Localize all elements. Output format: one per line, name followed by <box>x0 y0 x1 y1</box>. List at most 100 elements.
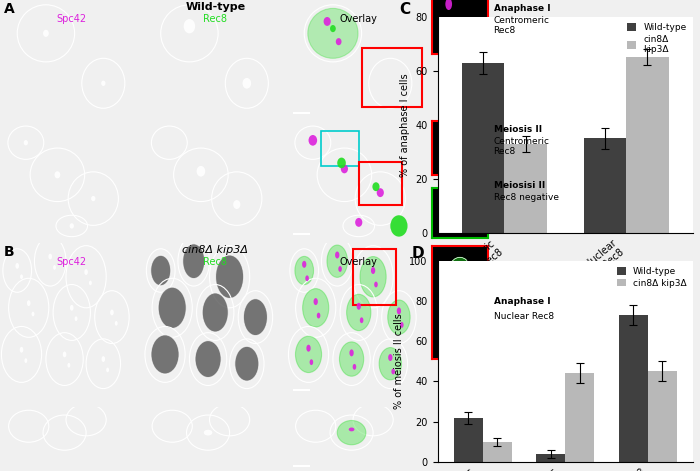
Ellipse shape <box>330 25 336 32</box>
Text: Spc42: Spc42 <box>57 257 87 267</box>
Ellipse shape <box>377 188 384 197</box>
Bar <box>626 57 668 233</box>
Ellipse shape <box>55 171 60 179</box>
Ellipse shape <box>337 158 346 168</box>
Text: Meiosis II: Meiosis II <box>494 125 542 134</box>
Ellipse shape <box>115 321 118 325</box>
Bar <box>483 442 512 462</box>
Ellipse shape <box>183 19 195 33</box>
Ellipse shape <box>446 217 452 224</box>
Bar <box>536 454 566 462</box>
Ellipse shape <box>341 164 348 173</box>
Ellipse shape <box>70 305 74 311</box>
Ellipse shape <box>449 142 454 148</box>
Bar <box>353 249 396 305</box>
Ellipse shape <box>391 215 407 236</box>
Ellipse shape <box>216 255 244 299</box>
Ellipse shape <box>233 200 240 209</box>
Ellipse shape <box>89 281 92 285</box>
Ellipse shape <box>295 336 321 373</box>
Ellipse shape <box>349 428 354 431</box>
Ellipse shape <box>158 287 186 328</box>
Y-axis label: % of meiosis II cells: % of meiosis II cells <box>394 314 404 409</box>
Ellipse shape <box>69 223 74 228</box>
Ellipse shape <box>388 300 410 334</box>
Bar <box>505 144 547 233</box>
Ellipse shape <box>202 293 228 332</box>
Bar <box>648 372 676 462</box>
Ellipse shape <box>340 342 364 376</box>
Ellipse shape <box>448 135 455 145</box>
Ellipse shape <box>27 300 31 306</box>
Ellipse shape <box>442 257 478 336</box>
Ellipse shape <box>63 351 66 357</box>
Ellipse shape <box>379 348 402 380</box>
Text: Anaphase I: Anaphase I <box>494 297 550 306</box>
Ellipse shape <box>302 261 307 268</box>
Ellipse shape <box>244 299 267 336</box>
Ellipse shape <box>317 313 321 318</box>
Ellipse shape <box>102 356 105 362</box>
Ellipse shape <box>102 81 106 86</box>
Text: A: A <box>4 2 14 16</box>
Bar <box>566 374 594 462</box>
Ellipse shape <box>446 19 452 29</box>
Ellipse shape <box>374 282 378 287</box>
Ellipse shape <box>43 30 49 37</box>
Ellipse shape <box>445 0 452 10</box>
Bar <box>584 138 626 233</box>
Ellipse shape <box>24 140 28 146</box>
Ellipse shape <box>467 320 470 330</box>
Ellipse shape <box>463 225 468 231</box>
Text: Centromeric: Centromeric <box>494 137 550 146</box>
Text: Centromeric: Centromeric <box>494 16 550 24</box>
Ellipse shape <box>400 322 404 328</box>
Ellipse shape <box>302 289 329 327</box>
Ellipse shape <box>75 317 78 321</box>
Bar <box>321 131 358 166</box>
Ellipse shape <box>360 257 386 297</box>
Ellipse shape <box>346 294 371 331</box>
Ellipse shape <box>466 152 471 160</box>
Ellipse shape <box>397 308 401 315</box>
Ellipse shape <box>234 346 259 381</box>
Ellipse shape <box>449 264 454 278</box>
Text: Meiosisi II: Meiosisi II <box>494 181 545 190</box>
Ellipse shape <box>308 8 358 58</box>
Ellipse shape <box>360 317 363 323</box>
Ellipse shape <box>20 275 23 279</box>
Legend: Wild-type, cin8Δ kip3Δ: Wild-type, cin8Δ kip3Δ <box>615 265 689 290</box>
Ellipse shape <box>353 364 356 370</box>
Ellipse shape <box>305 276 309 281</box>
Ellipse shape <box>84 269 88 275</box>
Ellipse shape <box>48 253 52 260</box>
Text: cin8Δ kip3Δ: cin8Δ kip3Δ <box>182 245 248 255</box>
Ellipse shape <box>151 335 179 374</box>
Ellipse shape <box>356 303 361 310</box>
Ellipse shape <box>32 312 34 317</box>
Ellipse shape <box>355 218 363 227</box>
Ellipse shape <box>195 341 221 378</box>
Bar <box>462 63 505 233</box>
Ellipse shape <box>335 252 340 259</box>
Ellipse shape <box>391 369 395 374</box>
Ellipse shape <box>20 347 23 353</box>
Bar <box>619 315 648 462</box>
Text: Overlay: Overlay <box>340 14 378 24</box>
Text: Rec8: Rec8 <box>203 14 228 24</box>
Ellipse shape <box>337 421 366 445</box>
Ellipse shape <box>197 166 205 177</box>
Bar <box>362 48 422 107</box>
Ellipse shape <box>106 367 109 372</box>
Ellipse shape <box>469 26 473 34</box>
Ellipse shape <box>327 245 347 277</box>
Ellipse shape <box>463 204 468 212</box>
Ellipse shape <box>150 255 171 286</box>
Text: Wild-type: Wild-type <box>186 2 245 12</box>
Ellipse shape <box>349 349 354 357</box>
Text: Rec8: Rec8 <box>494 147 516 156</box>
Text: Rec8: Rec8 <box>203 257 228 267</box>
Ellipse shape <box>372 182 379 191</box>
Bar <box>454 418 483 462</box>
Ellipse shape <box>309 359 313 365</box>
